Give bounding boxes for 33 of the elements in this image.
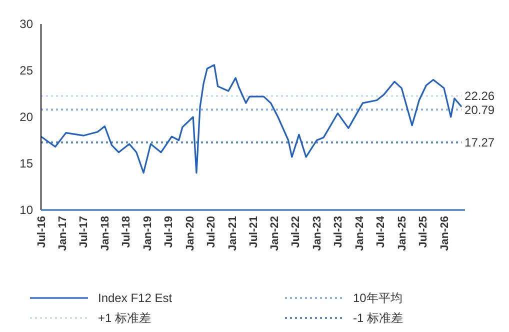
x-tick-label: Jan-19 xyxy=(142,216,154,251)
x-tick-label: Jul-18 xyxy=(120,216,133,248)
y-tick-label: 25 xyxy=(20,64,34,78)
annotation: 22.26 xyxy=(464,89,495,104)
x-tick-label: Jan-20 xyxy=(184,216,196,251)
line-series xyxy=(40,64,462,174)
x-tick-label: Jan-25 xyxy=(396,216,408,251)
x-tick-label: Jan-24 xyxy=(354,215,366,251)
x-tick-label: Jan-17 xyxy=(57,216,70,251)
x-tick-label: Jul-17 xyxy=(78,216,90,248)
x-tick-label: Jul-19 xyxy=(162,216,175,248)
y-tick-label: 10 xyxy=(20,203,34,217)
x-tick-label: Jul-25 xyxy=(417,216,430,248)
x-tick-label: Jan-21 xyxy=(226,216,239,251)
legend-label: +1 标准差 xyxy=(98,311,152,326)
x-tick-label: Jan-23 xyxy=(312,216,324,251)
x-tick-label: Jan-18 xyxy=(100,216,112,251)
x-tick-label: Jul-23 xyxy=(332,216,345,248)
legend-label: -1 标准差 xyxy=(353,311,404,326)
y-tick-label: 30 xyxy=(20,17,34,31)
y-tick-label: 20 xyxy=(20,110,34,124)
x-tick-label: Jan-22 xyxy=(269,216,282,251)
x-tick-label: Jul-20 xyxy=(205,216,218,248)
annotation: 17.27 xyxy=(464,136,495,150)
x-tick-label: Jul-16 xyxy=(36,216,48,248)
annotation: 20.79 xyxy=(464,102,495,117)
x-tick-label: Jan-26 xyxy=(438,216,451,251)
x-tick-label: Jul-24 xyxy=(375,215,388,248)
x-tick-label: Jul-22 xyxy=(290,216,302,248)
legend-label: 10年平均 xyxy=(353,291,402,306)
y-tick-label: 15 xyxy=(20,156,34,170)
legend-label: Index F12 Est xyxy=(98,291,173,306)
x-tick-label: Jul-21 xyxy=(248,216,260,248)
